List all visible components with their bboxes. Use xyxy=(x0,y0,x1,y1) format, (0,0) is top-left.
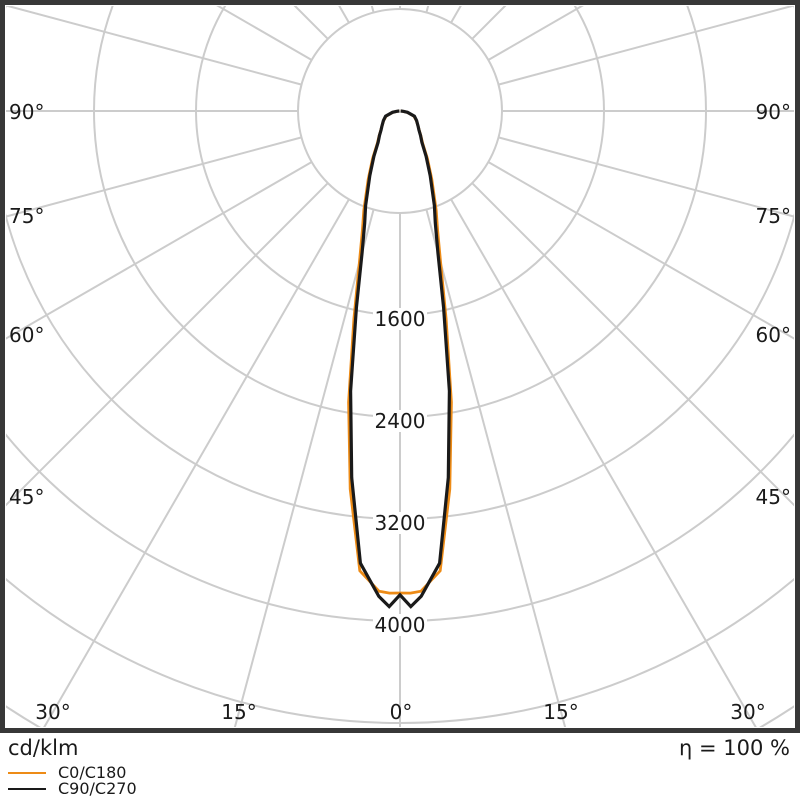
grid-spoke xyxy=(6,182,329,507)
angle-label-bottom: 15° xyxy=(543,700,578,724)
ring-label: 2400 xyxy=(375,409,426,433)
legend-line-sample-c90-c270 xyxy=(8,788,46,790)
ring-label-backing xyxy=(373,410,427,432)
grid-spoke xyxy=(487,6,584,61)
grid-spoke xyxy=(6,161,313,340)
legend-item: C90/C270 xyxy=(8,781,137,797)
angle-label-bottom: 15° xyxy=(221,700,256,724)
grid-spoke xyxy=(471,6,507,40)
angle-label-left: 45° xyxy=(9,485,44,509)
grid-spoke xyxy=(216,6,313,61)
ring-label: 1600 xyxy=(375,307,426,331)
ring-label: 4000 xyxy=(375,613,426,637)
polar-chart: 1600 2400 3200 4000 90° 75° 60° 45° 90° 75° 60° 45°… xyxy=(0,0,800,733)
angle-label-left: 75° xyxy=(9,204,44,228)
grid-spoke xyxy=(498,6,794,86)
curves xyxy=(347,109,453,609)
legend-item: C0/C180 xyxy=(8,765,137,781)
footer-header-row: cd/klm η = 100 % xyxy=(8,736,790,760)
chart-footer: cd/klm η = 100 % C0/C180 C90/C270 xyxy=(0,733,800,800)
grid-spoke xyxy=(498,136,794,218)
grid-spoke xyxy=(293,6,329,40)
angle-label-left: 60° xyxy=(9,323,44,347)
legend-item-label: C0/C180 xyxy=(58,763,127,782)
grid-spoke xyxy=(6,136,302,218)
grid-spoke xyxy=(233,209,375,727)
angle-label-bottom: 0° xyxy=(390,700,413,724)
angle-labels: 90° 75° 60° 45° 90° 75° 60° 45° 30° 15° 0° 15° 30° xyxy=(9,100,791,724)
ring-label: 3200 xyxy=(375,511,426,535)
plot-frame xyxy=(0,0,800,733)
angle-label-bottom: 30° xyxy=(35,700,70,724)
angle-label-right: 60° xyxy=(756,323,791,347)
ring-labels: 1600 2400 3200 4000 xyxy=(373,307,427,637)
angle-label-right: 90° xyxy=(756,100,791,124)
angle-label-right: 45° xyxy=(756,485,791,509)
grid-spoke xyxy=(43,198,350,727)
grid-spoke xyxy=(6,6,302,86)
curve-c90-c270 xyxy=(348,109,452,609)
legend-item-label: C90/C270 xyxy=(58,779,137,798)
grid-spoke xyxy=(487,161,794,340)
angle-label-bottom: 30° xyxy=(730,700,765,724)
angle-label-right: 75° xyxy=(756,204,791,228)
legend: C0/C180 C90/C270 xyxy=(8,765,137,797)
efficiency-label: η = 100 % xyxy=(679,736,790,760)
grid-spoke xyxy=(425,209,567,727)
grid-spoke xyxy=(450,198,757,727)
ring-label-backing xyxy=(373,614,427,636)
grid-ring xyxy=(297,8,503,214)
polar-diagram-panel: 1600 2400 3200 4000 90° 75° 60° 45° 90° 75° 60° 45°… xyxy=(0,0,800,733)
unit-label: cd/klm xyxy=(8,736,79,760)
ring-label-backing xyxy=(373,512,427,534)
ring-label-backing xyxy=(373,308,427,330)
angle-label-left: 90° xyxy=(9,100,44,124)
grid-spoke xyxy=(471,182,794,507)
legend-line-sample-c0-c180 xyxy=(8,772,46,774)
